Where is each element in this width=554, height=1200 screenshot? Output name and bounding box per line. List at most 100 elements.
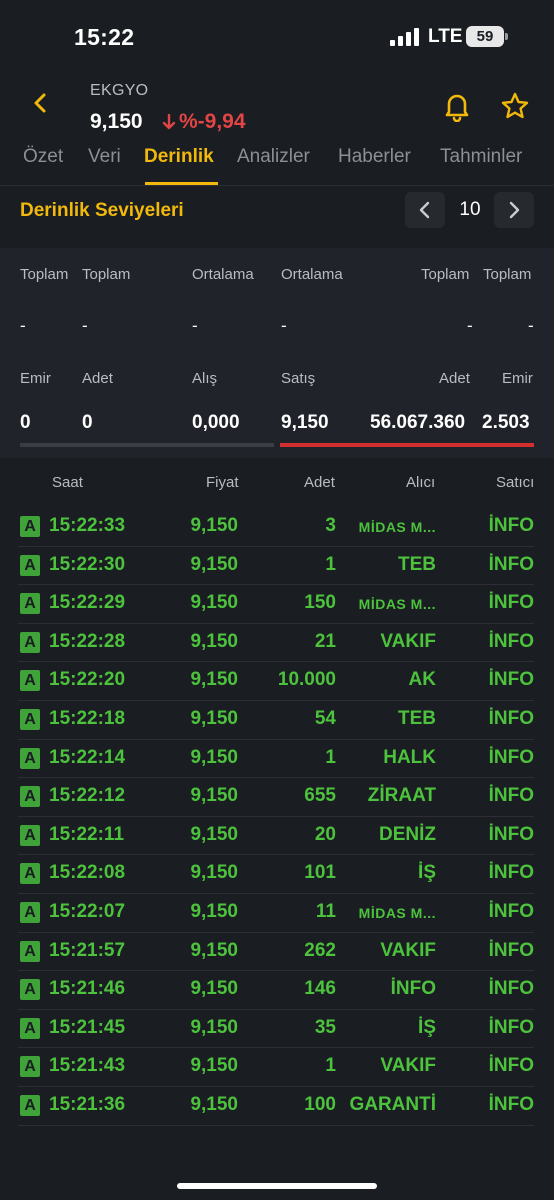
ask-order-count: 2.503 bbox=[482, 412, 530, 434]
back-chevron-icon[interactable] bbox=[28, 90, 54, 116]
trade-price: 9,150 bbox=[190, 515, 238, 537]
trade-price: 9,150 bbox=[190, 1094, 238, 1116]
trade-price: 9,150 bbox=[190, 631, 238, 653]
trade-time: 15:22:33 bbox=[49, 515, 125, 537]
trade-buyer: İNFO bbox=[391, 978, 436, 1000]
summary-dash: - bbox=[20, 316, 26, 336]
trade-seller: İNFO bbox=[489, 747, 534, 769]
trade-row[interactable]: A 15:21:45 9,150 35 İŞ İNFO bbox=[18, 1010, 534, 1049]
ask-quantity: 56.067.360 bbox=[370, 412, 465, 434]
trade-side-badge: A bbox=[20, 1018, 40, 1039]
level-increase-button[interactable] bbox=[494, 192, 534, 228]
trade-side-badge: A bbox=[20, 902, 40, 923]
trade-buyer: İŞ bbox=[418, 862, 436, 884]
trade-row[interactable]: A 15:22:29 9,150 150 MİDAS M... İNFO bbox=[18, 585, 534, 624]
depth-levels-bar: Derinlik Seviyeleri 10 bbox=[0, 186, 554, 248]
trade-price: 9,150 bbox=[190, 669, 238, 691]
tab-haberler[interactable]: Haberler bbox=[338, 146, 411, 168]
trade-row[interactable]: A 15:22:18 9,150 54 TEB İNFO bbox=[18, 701, 534, 740]
summary-label: Alış bbox=[192, 370, 217, 387]
arrow-down-icon bbox=[162, 114, 176, 130]
trade-row[interactable]: A 15:21:43 9,150 1 VAKIF İNFO bbox=[18, 1048, 534, 1087]
trade-time: 15:22:11 bbox=[49, 824, 124, 846]
stock-header: EKGYO 9,150 %-9,94 bbox=[0, 76, 554, 142]
trade-time: 15:22:30 bbox=[49, 554, 125, 576]
summary-label: Toplam bbox=[82, 266, 130, 283]
trade-quantity: 146 bbox=[304, 978, 336, 1000]
trade-seller: İNFO bbox=[489, 1017, 534, 1039]
trade-row[interactable]: A 15:22:28 9,150 21 VAKIF İNFO bbox=[18, 624, 534, 663]
trade-row[interactable]: A 15:22:08 9,150 101 İŞ İNFO bbox=[18, 855, 534, 894]
trade-time: 15:22:20 bbox=[49, 669, 125, 691]
trade-row[interactable]: A 15:21:46 9,150 146 İNFO İNFO bbox=[18, 971, 534, 1010]
trade-side-badge: A bbox=[20, 748, 40, 769]
summary-label: Toplam bbox=[20, 266, 68, 283]
ask-average: 9,150 bbox=[281, 412, 329, 434]
trade-seller: İNFO bbox=[489, 940, 534, 962]
battery-tip bbox=[505, 33, 508, 40]
tab-derinlik[interactable]: Derinlik bbox=[144, 146, 214, 168]
trade-row[interactable]: A 15:22:11 9,150 20 DENİZ İNFO bbox=[18, 817, 534, 856]
trade-row[interactable]: A 15:21:36 9,150 100 GARANTİ İNFO bbox=[18, 1087, 534, 1126]
trade-row[interactable]: A 15:22:07 9,150 11 MİDAS M... İNFO bbox=[18, 894, 534, 933]
bell-icon[interactable] bbox=[441, 90, 473, 122]
trade-quantity: 21 bbox=[315, 631, 336, 653]
summary-label: Toplam bbox=[483, 266, 531, 283]
trade-seller: İNFO bbox=[489, 708, 534, 730]
trade-buyer: TEB bbox=[398, 708, 436, 730]
trade-price: 9,150 bbox=[190, 824, 238, 846]
battery-level: 59 bbox=[466, 26, 504, 47]
trade-seller: İNFO bbox=[489, 862, 534, 884]
summary-dash: - bbox=[192, 316, 198, 336]
tab-ozet[interactable]: Özet bbox=[23, 146, 63, 168]
trade-time: 15:22:18 bbox=[49, 708, 125, 730]
tab-analizler[interactable]: Analizler bbox=[237, 146, 310, 168]
trade-time: 15:21:43 bbox=[49, 1055, 125, 1077]
trade-row[interactable]: A 15:22:33 9,150 3 MİDAS M... İNFO bbox=[18, 508, 534, 547]
bid-quantity: 0 bbox=[82, 412, 93, 434]
stock-price: 9,150 bbox=[90, 110, 143, 134]
level-decrease-button[interactable] bbox=[405, 192, 445, 228]
trade-quantity: 1 bbox=[325, 1055, 336, 1077]
trade-seller: İNFO bbox=[489, 978, 534, 1000]
trade-price: 9,150 bbox=[190, 978, 238, 1000]
trade-buyer: HALK bbox=[383, 747, 436, 769]
trade-row[interactable]: A 15:22:20 9,150 10.000 AK İNFO bbox=[18, 662, 534, 701]
trade-quantity: 3 bbox=[325, 515, 336, 537]
trade-time: 15:21:57 bbox=[49, 940, 125, 962]
trade-buyer: GARANTİ bbox=[349, 1094, 436, 1116]
summary-label: Emir bbox=[20, 370, 51, 387]
trade-side-badge: A bbox=[20, 555, 40, 576]
trade-row[interactable]: A 15:22:14 9,150 1 HALK İNFO bbox=[18, 740, 534, 779]
trade-buyer: İŞ bbox=[418, 1017, 436, 1039]
trade-quantity: 262 bbox=[304, 940, 336, 962]
trade-buyer: DENİZ bbox=[379, 824, 436, 846]
tab-tahminler[interactable]: Tahminler bbox=[440, 146, 522, 168]
tab-veri[interactable]: Veri bbox=[88, 146, 121, 168]
trade-buyer: MİDAS M... bbox=[359, 519, 436, 535]
trade-row[interactable]: A 15:22:30 9,150 1 TEB İNFO bbox=[18, 547, 534, 586]
trade-seller: İNFO bbox=[489, 785, 534, 807]
bid-volume-bar bbox=[20, 443, 274, 447]
trade-price: 9,150 bbox=[190, 901, 238, 923]
trade-side-badge: A bbox=[20, 670, 40, 691]
trade-buyer: VAKIF bbox=[380, 631, 436, 653]
star-icon[interactable] bbox=[500, 91, 530, 121]
trade-row[interactable]: A 15:22:12 9,150 655 ZİRAAT İNFO bbox=[18, 778, 534, 817]
price-change-value: %-9,94 bbox=[179, 110, 246, 134]
trades-table: Saat Fiyat Adet Alıcı Satıcı A 15:22:33 9,… bbox=[0, 458, 554, 1128]
trade-seller: İNFO bbox=[489, 515, 534, 537]
trade-buyer: VAKIF bbox=[380, 940, 436, 962]
tab-bar: Özet Veri Derinlik Analizler Haberler Ta… bbox=[0, 142, 554, 186]
trade-quantity: 54 bbox=[315, 708, 336, 730]
trade-seller: İNFO bbox=[489, 669, 534, 691]
trade-time: 15:21:46 bbox=[49, 978, 125, 1000]
network-type: LTE bbox=[428, 26, 462, 48]
column-header-fiyat: Fiyat bbox=[206, 474, 239, 491]
trade-seller: İNFO bbox=[489, 554, 534, 576]
trade-buyer: MİDAS M... bbox=[359, 905, 436, 921]
trade-seller: İNFO bbox=[489, 1094, 534, 1116]
trade-row[interactable]: A 15:21:57 9,150 262 VAKIF İNFO bbox=[18, 933, 534, 972]
trade-seller: İNFO bbox=[489, 901, 534, 923]
trade-buyer: ZİRAAT bbox=[368, 785, 436, 807]
